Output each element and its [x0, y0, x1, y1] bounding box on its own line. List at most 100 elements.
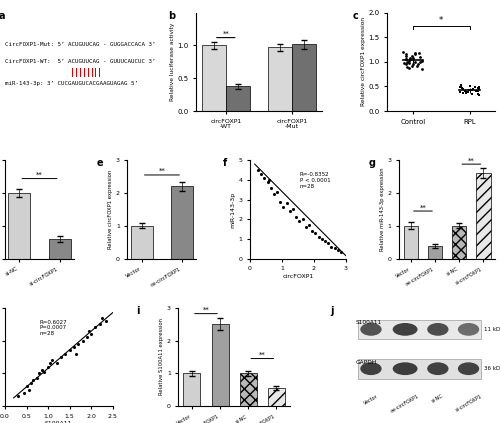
Point [462, 89, 469, 96]
Point [270, 190, 278, 197]
Point [72, 350, 80, 357]
Point [404, 60, 412, 66]
Text: R=0.6027
P=0.0007
n=28: R=0.6027 P=0.0007 n=28 [40, 319, 67, 336]
Bar [268, 388, 285, 406]
Point [40, 368, 48, 375]
Text: 11 kDa: 11 kDa [484, 327, 500, 332]
Point [410, 55, 418, 61]
Point [280, 204, 287, 211]
Point [411, 49, 419, 56]
Point [466, 87, 473, 94]
Text: e: e [96, 158, 103, 168]
Point [36, 370, 44, 377]
Text: **: ** [259, 352, 266, 358]
Point [52, 360, 60, 367]
Ellipse shape [360, 323, 382, 336]
Text: **: ** [158, 168, 166, 173]
Point [469, 86, 477, 93]
Point [34, 375, 42, 382]
Text: oe-circFOXP1: oe-circFOXP1 [390, 393, 420, 414]
Text: si-circFOXP1: si-circFOXP1 [454, 393, 482, 412]
X-axis label: circFOXP1: circFOXP1 [282, 274, 314, 279]
Ellipse shape [427, 323, 448, 336]
Point [474, 92, 482, 99]
Point [402, 61, 410, 68]
Point [402, 51, 409, 58]
Point [474, 85, 482, 92]
Point [57, 354, 65, 360]
Point [468, 87, 475, 94]
Point [260, 175, 268, 181]
Point [408, 52, 416, 59]
Point [411, 51, 419, 58]
Text: f: f [223, 158, 228, 168]
Text: *: * [439, 16, 444, 25]
Bar [240, 374, 256, 406]
Point [416, 58, 424, 65]
Point [456, 84, 464, 91]
Point [409, 61, 417, 68]
Point [254, 167, 262, 173]
Point [98, 314, 106, 321]
Point [459, 90, 467, 97]
Point [66, 347, 74, 354]
Point [403, 58, 411, 65]
Text: Vector: Vector [363, 393, 379, 406]
Bar [184, 374, 200, 406]
Y-axis label: Relative circFOXP1 expression: Relative circFOXP1 expression [361, 17, 366, 106]
Point [404, 64, 412, 71]
Point [314, 233, 322, 240]
Point [22, 383, 30, 390]
Point [418, 66, 426, 73]
Bar [212, 324, 228, 406]
Point [416, 54, 424, 60]
Point [305, 222, 313, 228]
Point [472, 88, 480, 95]
Bar [476, 173, 490, 258]
Point [282, 200, 290, 207]
Point [460, 88, 468, 95]
Point [276, 198, 284, 205]
Point [474, 91, 482, 97]
Text: miR-143-3p: 3’ CUCGAUGUCACGAAGUAGAG 5’: miR-143-3p: 3’ CUCGAUGUCACGAAGUAGAG 5’ [5, 81, 138, 86]
Point [406, 56, 414, 63]
Point [466, 83, 474, 90]
Point [474, 91, 482, 97]
Text: b: b [168, 11, 175, 21]
Bar [268, 47, 292, 111]
Point [87, 331, 95, 338]
Point [102, 317, 110, 324]
Point [456, 89, 464, 96]
Text: CircFOXP1-WT:  5’ ACUGUUCAG - GUUUCAUCUC 3’: CircFOXP1-WT: 5’ ACUGUUCAG - GUUUCAUCUC … [5, 59, 156, 64]
Bar [404, 226, 418, 258]
Point [96, 321, 104, 327]
Text: **: ** [202, 307, 209, 313]
Text: c: c [353, 11, 359, 21]
Point [302, 224, 310, 231]
Point [70, 343, 78, 350]
Y-axis label: Relative miR-143-3p expression: Relative miR-143-3p expression [380, 168, 385, 251]
Point [399, 49, 407, 55]
Y-axis label: Relative circFOXP1 expression: Relative circFOXP1 expression [108, 170, 113, 249]
Point [321, 237, 329, 244]
Text: R=-0.8352
P < 0.0001
n=28: R=-0.8352 P < 0.0001 n=28 [300, 172, 330, 189]
Bar [130, 226, 153, 258]
Point [411, 58, 419, 65]
Point [458, 85, 466, 92]
Point [328, 243, 336, 250]
Point [337, 248, 345, 255]
Bar [226, 86, 250, 111]
Ellipse shape [360, 363, 382, 375]
Text: **: ** [36, 171, 43, 177]
Point [470, 86, 478, 93]
Point [456, 83, 464, 90]
Point [471, 84, 479, 91]
Point [458, 82, 466, 89]
Bar [358, 319, 481, 339]
Point [48, 357, 56, 364]
Point [462, 90, 469, 97]
Point [400, 60, 408, 66]
Point [413, 63, 421, 69]
Text: a: a [0, 11, 5, 21]
Point [273, 188, 281, 195]
